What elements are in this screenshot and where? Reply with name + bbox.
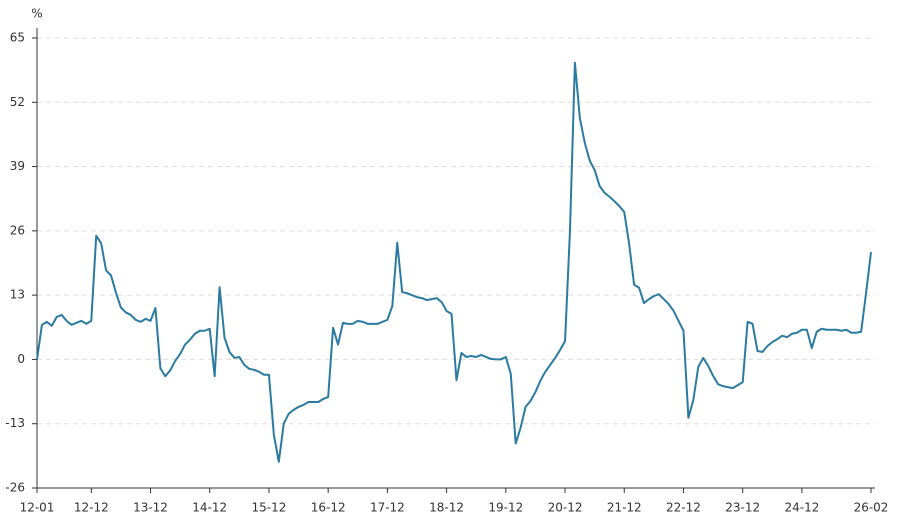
x-tick-label: 19-12	[488, 501, 523, 515]
x-tick-label: 17-12	[370, 501, 405, 515]
y-tick-label: 13	[10, 288, 25, 302]
x-tick-label: 23-12	[725, 501, 760, 515]
x-tick-label: 18-12	[429, 501, 464, 515]
x-tick-label: 12-01	[20, 501, 55, 515]
y-tick-label: 0	[17, 352, 25, 366]
x-tick-label: 13-12	[133, 501, 168, 515]
y-tick-label: 65	[10, 31, 25, 45]
data-line	[36, 61, 872, 463]
x-tick-label: 20-12	[548, 501, 583, 515]
x-tick-label: 24-12	[784, 501, 819, 515]
y-tick-label: 26	[10, 223, 25, 237]
y-tick-label: -26	[5, 481, 25, 495]
y-tick-label: 39	[10, 159, 25, 173]
x-tick-label: 16-12	[311, 501, 346, 515]
y-tick-label: -13	[5, 416, 25, 430]
x-tick-label: 12-12	[74, 501, 109, 515]
x-tick-label: 21-12	[607, 501, 642, 515]
x-tick-label: 14-12	[192, 501, 227, 515]
y-axis-unit: %	[31, 7, 42, 21]
y-tick-label: 52	[10, 95, 25, 109]
x-tick-label: 26-02	[854, 501, 889, 515]
x-tick-label: 22-12	[666, 501, 701, 515]
x-tick-label: 15-12	[252, 501, 287, 515]
